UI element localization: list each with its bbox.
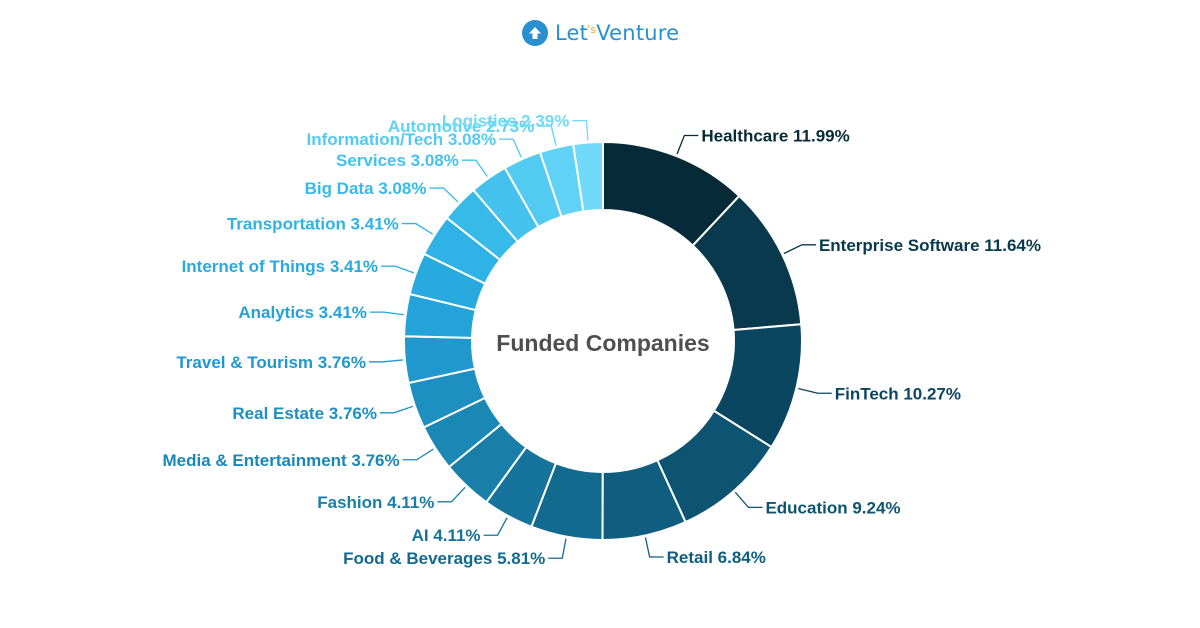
leader-fintech [798,387,832,394]
leader-analytics [369,311,404,316]
leader-travel-tourism [368,359,403,363]
label-media-entertainment: Media & Entertainment 3.76% [163,451,400,470]
leader-logistics [572,119,589,141]
leader-education [734,491,763,509]
leader-fashion [437,486,466,503]
leader-transportation [401,222,434,235]
leader-enterprise-software [783,244,816,255]
brand-name: Let'sVenture [555,21,680,45]
label-healthcare: Healthcare 11.99% [701,127,849,146]
leader-ai [483,517,508,536]
label-enterprise-software: Enterprise Software 11.64% [819,236,1041,255]
label-big-data: Big Data 3.08% [305,179,427,198]
label-information-tech: Information/Tech 3.08% [307,130,497,149]
leader-information-tech [499,138,522,158]
slice-logistics [572,140,604,213]
label-transportation: Transportation 3.41% [227,215,399,234]
leader-media-entertainment [402,448,434,461]
brand-name-accent: 's [587,23,597,36]
label-real-estate: Real Estate 3.76% [232,404,377,423]
label-analytics: Analytics 3.41% [238,303,367,322]
leader-internet-of-things [381,265,415,274]
label-automotive: Automotive 2.73% [388,117,534,136]
chart-title: Funded Companies [496,330,709,356]
up-arrow-icon [522,20,548,46]
label-logistics: Logistics 2.39% [442,112,570,131]
donut-slices [403,140,803,542]
label-fintech: FinTech 10.27% [835,384,961,403]
label-travel-tourism: Travel & Tourism 3.76% [176,353,366,372]
label-food-beverages: Food & Beverages 5.81% [343,549,545,568]
label-services: Services 3.08% [336,151,459,170]
label-ai: AI 4.11% [412,526,481,545]
brand-logo: Let'sVenture [522,18,679,48]
leader-healthcare [676,134,699,155]
label-education: Education 9.24% [765,498,900,517]
leader-lines [368,119,832,559]
leader-retail [644,537,664,558]
leader-big-data [429,187,459,203]
label-fashion: Fashion 4.11% [317,493,434,512]
label-internet-of-things: Internet of Things 3.41% [182,257,378,276]
leader-food-beverages [548,538,567,559]
leader-automotive [537,125,557,146]
leader-services [461,159,488,177]
label-retail: Retail 6.84% [667,548,766,567]
slice-labels: Healthcare 11.99% Enterprise Software 11.… [163,112,1041,569]
leader-real-estate [379,405,414,414]
